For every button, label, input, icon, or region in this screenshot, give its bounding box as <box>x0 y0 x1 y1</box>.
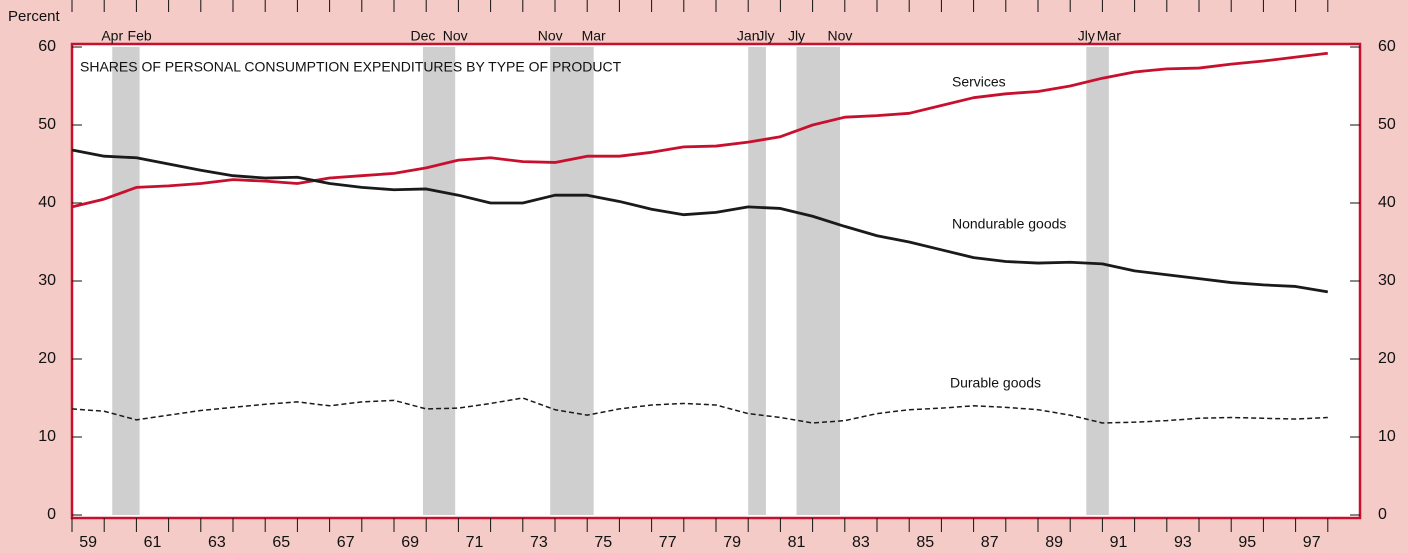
recession-band <box>748 47 766 515</box>
x-tick-label: 73 <box>530 534 548 551</box>
recession-end-label: Nov <box>443 28 468 44</box>
x-tick-label: 61 <box>144 534 162 551</box>
recession-end-label: Mar <box>582 28 606 44</box>
recession-end-label: Mar <box>1097 28 1121 44</box>
recession-start-label: Nov <box>538 28 563 44</box>
x-tick-label: 63 <box>208 534 226 551</box>
x-tick-label: 81 <box>788 534 806 551</box>
series-label: Nondurable goods <box>952 216 1066 232</box>
x-tick-label: 87 <box>981 534 999 551</box>
chart-title: SHARES OF PERSONAL CONSUMPTION EXPENDITU… <box>80 59 622 75</box>
y-tick-label: 20 <box>38 350 56 367</box>
x-tick-label: 65 <box>272 534 290 551</box>
x-tick-label: 79 <box>723 534 741 551</box>
recession-start-label: Jly <box>788 28 805 44</box>
y2-tick-label: 0 <box>1378 506 1387 523</box>
x-tick-label: 71 <box>466 534 484 551</box>
y2-tick-label: 50 <box>1378 116 1396 133</box>
recession-band <box>550 47 594 515</box>
y2-tick-label: 40 <box>1378 194 1396 211</box>
recession-end-label: Feb <box>128 28 152 44</box>
x-tick-label: 69 <box>401 534 419 551</box>
x-tick-label: 75 <box>594 534 612 551</box>
series-line <box>71 397 1328 424</box>
recession-start-label: Apr <box>101 28 123 44</box>
series-line <box>71 51 1328 209</box>
plot-area <box>70 42 1362 520</box>
y-tick-label: 0 <box>47 506 56 523</box>
x-tick-label: 85 <box>916 534 934 551</box>
recession-start-label: Dec <box>411 28 436 44</box>
y2-tick-label: 30 <box>1378 272 1396 289</box>
x-tick-label: 89 <box>1045 534 1063 551</box>
x-tick-label: 59 <box>79 534 97 551</box>
x-tick-label: 97 <box>1303 534 1321 551</box>
y2-tick-label: 10 <box>1378 428 1396 445</box>
x-tick-label: 67 <box>337 534 355 551</box>
series-label: Services <box>952 74 1006 90</box>
y-tick-label: 40 <box>38 194 56 211</box>
y-tick-label: 30 <box>38 272 56 289</box>
recession-start-label: Jan <box>737 28 760 44</box>
x-tick-label: 91 <box>1110 534 1128 551</box>
y-axis-label: Percent <box>8 8 61 25</box>
y-tick-label: 60 <box>38 38 56 55</box>
recession-band <box>422 47 456 515</box>
y2-tick-label: 60 <box>1378 38 1396 55</box>
x-tick-label: 83 <box>852 534 870 551</box>
recession-band <box>112 47 140 515</box>
x-tick-label: 95 <box>1238 534 1256 551</box>
x-tick-label: 93 <box>1174 534 1192 551</box>
recession-start-label: Jly <box>1078 28 1095 44</box>
y-tick-label: 10 <box>38 428 56 445</box>
y-tick-label: 50 <box>38 116 56 133</box>
recession-end-label: Nov <box>828 28 853 44</box>
y2-tick-label: 20 <box>1378 350 1396 367</box>
series-label: Durable goods <box>950 375 1041 391</box>
series-line <box>71 148 1329 294</box>
recession-end-label: Jly <box>757 28 774 44</box>
x-tick-label: 77 <box>659 534 677 551</box>
recession-band <box>1086 47 1109 515</box>
recession-band <box>796 47 840 515</box>
